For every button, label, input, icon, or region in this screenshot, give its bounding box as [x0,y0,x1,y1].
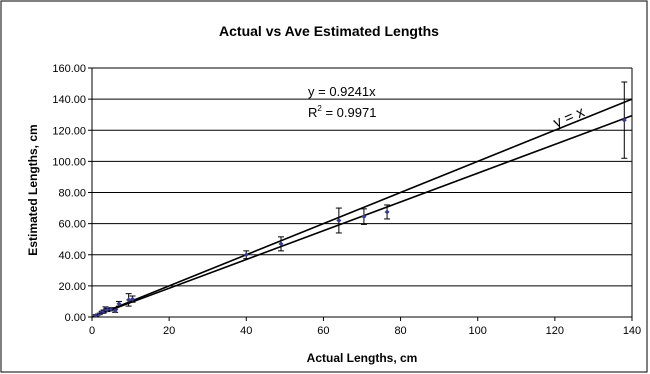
chart-title: Actual vs Ave Estimated Lengths [219,23,439,39]
y-tick-label: 120.00 [52,125,86,137]
y-axis-title: Estimated Lengths, cm [26,124,40,255]
x-tick-label: 120 [546,325,564,337]
y-tick-label: 160.00 [52,63,86,75]
data-points [92,81,628,318]
x-tick-label: 140 [623,325,641,337]
data-point [108,306,114,312]
data-point [130,296,135,302]
x-tick-label: 0 [89,325,95,337]
data-point [621,117,627,123]
axes [88,67,633,321]
data-point [384,209,390,215]
y-tick-label: 0.00 [65,312,86,324]
y-tick-label: 40.00 [58,250,86,262]
data-point [361,214,367,220]
y-tick-label: 140.00 [52,94,86,106]
y-tick-label: 100.00 [52,156,86,168]
y-tick-label: 60.00 [58,219,86,231]
x-tick-label: 80 [394,325,406,337]
r-squared-superscript: 2 [317,104,322,113]
r-squared-label: R2 = 0.9971 [308,104,376,120]
x-tick-label: 40 [240,325,252,337]
data-point [336,218,342,224]
y-tick-label: 80.00 [58,188,86,200]
x-axis-title: Actual Lengths, cm [307,351,418,365]
equation-label: y = 0.9241x [308,84,376,99]
data-point [116,301,122,307]
x-tick-label: 100 [469,325,487,337]
y-tick-label: 20.00 [58,281,86,293]
x-tick-label: 60 [317,325,329,337]
data-point [243,252,249,258]
tick-labels: 0.00 20.00 40.00 60.00 80.00 100.00 120.00 140.… [52,63,641,337]
data-point [278,241,284,247]
trend-line [91,98,633,318]
r-squared-prefix: R [308,105,317,120]
data-point [126,297,132,303]
x-tick-label: 20 [163,325,175,337]
r-squared-value: = 0.9971 [322,105,377,120]
data-point [112,308,118,314]
grid-lines [92,67,632,287]
